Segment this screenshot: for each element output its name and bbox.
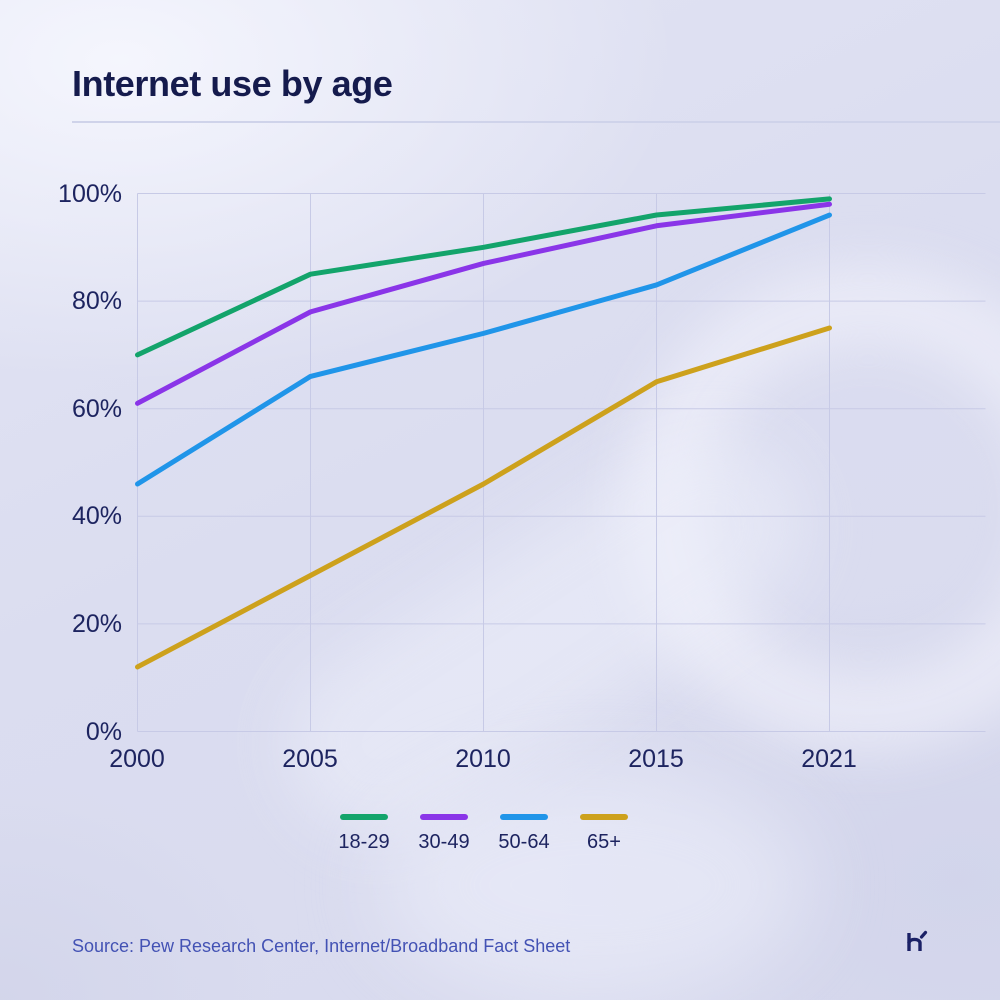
legend-item-18-29: 18-29 [338, 814, 391, 854]
legend-swatch [340, 814, 388, 820]
legend-swatch [420, 814, 468, 820]
legend-label: 65+ [587, 831, 621, 853]
brand-logo-icon [907, 930, 928, 951]
y-tick-label: 20% [71, 609, 122, 638]
legend-swatch [580, 814, 628, 820]
y-tick-label: 100% [58, 179, 122, 208]
legend-item-65+: 65+ [578, 814, 631, 854]
series-line-30-49 [135, 201, 832, 406]
x-axis: 2000 2005 2010 2015 2021 [109, 744, 986, 778]
legend-item-50-64: 50-64 [498, 814, 551, 854]
x-tick-label: 2005 [282, 745, 338, 773]
x-tick-label: 2021 [801, 745, 857, 773]
title-divider [72, 121, 1000, 123]
legend-label: 30-49 [418, 831, 470, 853]
y-tick-label: 80% [71, 287, 122, 316]
y-tick-label: 60% [71, 394, 122, 423]
chart-svg [135, 193, 986, 732]
x-tick-label: 2000 [109, 745, 165, 773]
source-text: Source: Pew Research Center, Internet/Br… [72, 936, 571, 956]
x-tick-label: 2010 [455, 745, 511, 773]
y-axis: 100% 80% 60% 40% 20% 0% [0, 0, 122, 1000]
legend-label: 50-64 [498, 831, 550, 853]
legend-label: 18-29 [338, 831, 390, 853]
chart-title: Internet use by age [72, 63, 393, 104]
series-line-18-29 [135, 196, 832, 358]
legend-swatch [500, 814, 548, 820]
x-tick-label: 2015 [628, 745, 684, 773]
y-tick-label: 40% [71, 502, 122, 531]
y-tick-label: 0% [85, 717, 122, 746]
legend-item-30-49: 30-49 [418, 814, 471, 854]
legend: 18-29 30-49 50-64 65+ [0, 814, 984, 854]
